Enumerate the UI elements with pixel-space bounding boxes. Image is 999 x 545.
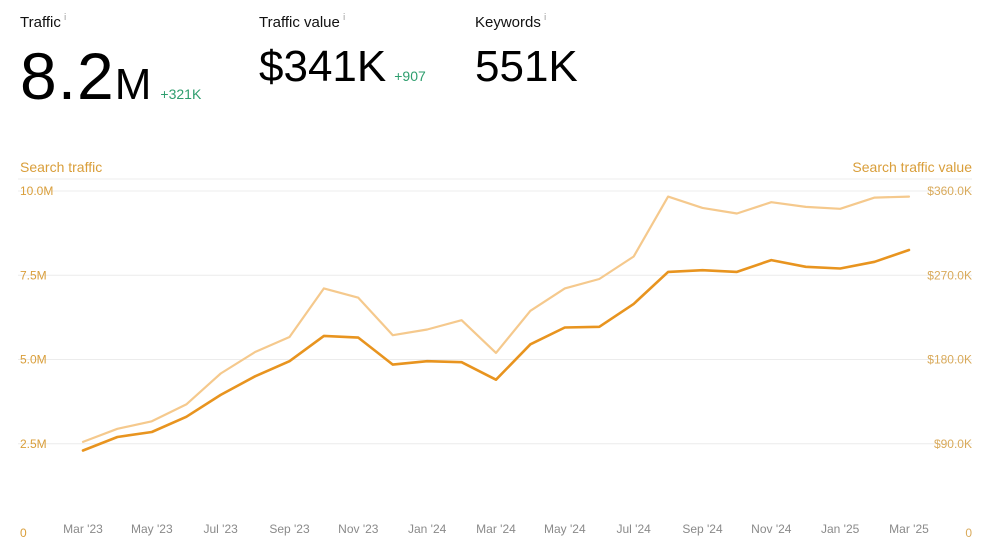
x-tick-label: Sep '24 xyxy=(682,522,723,536)
metric-keywords-row: 551K xyxy=(475,31,578,89)
metric-traffic-header: Traffic i xyxy=(20,13,201,31)
metric-value-amount: $341K xyxy=(259,42,387,91)
metric-keywords: Keywords i 551K xyxy=(475,13,578,89)
x-tick-label: Sep '23 xyxy=(269,522,310,536)
y2-tick-label: $90.0K xyxy=(934,437,972,451)
x-tick-label: Mar '23 xyxy=(63,522,103,536)
metric-traffic-value: 8.2M xyxy=(20,39,153,113)
left-axis-title: Search traffic xyxy=(20,159,102,175)
metric-traffic: Traffic i 8.2M +321K xyxy=(20,13,201,109)
y-tick-label: 0 xyxy=(20,526,27,540)
x-tick-label: Nov '23 xyxy=(338,522,379,536)
info-icon[interactable]: i xyxy=(543,13,547,23)
metric-keywords-value: 551K xyxy=(475,42,578,91)
metric-traffic-delta: +321K xyxy=(160,86,202,102)
x-tick-label: Jan '24 xyxy=(408,522,447,536)
metric-traffic-value-card: Traffic value i $341K +907 xyxy=(259,13,426,89)
x-tick-label: Nov '24 xyxy=(751,522,792,536)
y-tick-label: 5.0M xyxy=(20,353,47,367)
y2-tick-label: $360.0K xyxy=(927,184,972,198)
y-tick-label: 10.0M xyxy=(20,184,53,198)
series-line-traffic[interactable] xyxy=(81,248,911,452)
traffic-chart[interactable]: Search traffic Search traffic value 0 2.5… xyxy=(0,150,999,545)
x-tick-label: Jul '23 xyxy=(204,522,239,536)
x-axis-labels: Mar '23 May '23 Jul '23 Sep '23 Nov '23 Jan '… xyxy=(63,522,929,536)
y2-tick-label: $180.0K xyxy=(927,353,972,367)
y-axis-labels: 0 2.5M 5.0M 7.5M 10.0M xyxy=(20,184,53,540)
x-tick-label: Jan '25 xyxy=(821,522,860,536)
metric-keywords-header: Keywords i xyxy=(475,13,578,31)
x-tick-label: Mar '25 xyxy=(889,522,929,536)
right-axis-title: Search traffic value xyxy=(852,159,972,175)
metric-value-row: $341K +907 xyxy=(259,31,426,89)
x-tick-label: May '24 xyxy=(544,522,586,536)
y2-tick-label: 0 xyxy=(965,526,972,540)
metric-keywords-label: Keywords xyxy=(475,14,541,31)
metric-traffic-unit: M xyxy=(114,60,153,109)
info-icon[interactable]: i xyxy=(63,13,67,23)
series-line-traffic-value[interactable] xyxy=(81,195,911,443)
metric-traffic-label: Traffic xyxy=(20,14,61,31)
y-tick-label: 7.5M xyxy=(20,268,47,282)
y2-tick-label: $270.0K xyxy=(927,268,972,282)
metric-value-label: Traffic value xyxy=(259,14,340,31)
x-tick-label: Jul '24 xyxy=(617,522,652,536)
metric-traffic-row: 8.2M +321K xyxy=(20,31,201,109)
series-lines xyxy=(81,195,911,452)
x-tick-label: May '23 xyxy=(131,522,173,536)
y-tick-label: 2.5M xyxy=(20,437,47,451)
metric-value-header: Traffic value i xyxy=(259,13,426,31)
info-icon[interactable]: i xyxy=(342,13,346,23)
x-tick-label: Mar '24 xyxy=(476,522,516,536)
y2-axis-labels: 0 $90.0K $180.0K $270.0K $360.0K xyxy=(927,184,972,540)
metric-value-delta: +907 xyxy=(394,68,426,84)
grid-layer xyxy=(18,178,972,445)
